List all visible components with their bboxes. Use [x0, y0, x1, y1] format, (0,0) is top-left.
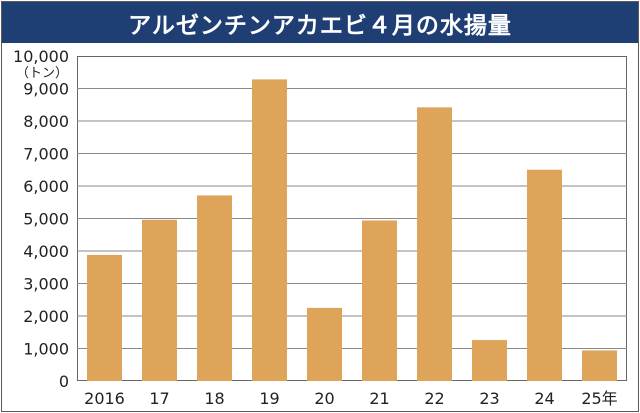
x-tick-label: 20 [314, 389, 334, 408]
bar [582, 350, 617, 381]
x-tick-label: 22 [424, 389, 444, 408]
x-tick-label: 24 [534, 389, 554, 408]
bar [252, 79, 287, 382]
bar [527, 169, 562, 381]
bar [472, 340, 507, 381]
y-unit-label: （トン） [16, 66, 68, 81]
title-bar: アルゼンチンアカエビ４月の水揚量 [2, 2, 638, 43]
bar [362, 220, 397, 381]
y-tick-label: 7,000 [23, 145, 69, 164]
bar [417, 107, 452, 381]
y-tick-label: 0 [59, 372, 69, 391]
bar [87, 254, 122, 381]
x-tick-label: 23 [479, 389, 499, 408]
y-tick-label: 6,000 [23, 177, 69, 196]
x-tick-label: 18 [204, 389, 224, 408]
y-tick-label: 9,000 [23, 80, 69, 99]
x-tick-label: 2016 [84, 389, 125, 408]
bar [142, 219, 177, 381]
y-tick-label: 10,000 [13, 47, 69, 66]
x-tick-label: 21 [369, 389, 389, 408]
y-tick-label: 3,000 [23, 275, 69, 294]
x-tick-label: 17 [149, 389, 169, 408]
y-tick-label: 1,000 [23, 340, 69, 359]
y-tick-label: 2,000 [23, 307, 69, 326]
chart-title: アルゼンチンアカエビ４月の水揚量 [128, 12, 512, 39]
x-tick-label: 25年 [581, 389, 617, 408]
y-tick-label: 5,000 [23, 210, 69, 229]
y-tick-label: 8,000 [23, 112, 69, 131]
bar [197, 195, 232, 381]
bar [307, 307, 342, 381]
x-tick-label: 19 [259, 389, 279, 408]
y-tick-label: 4,000 [23, 242, 69, 261]
